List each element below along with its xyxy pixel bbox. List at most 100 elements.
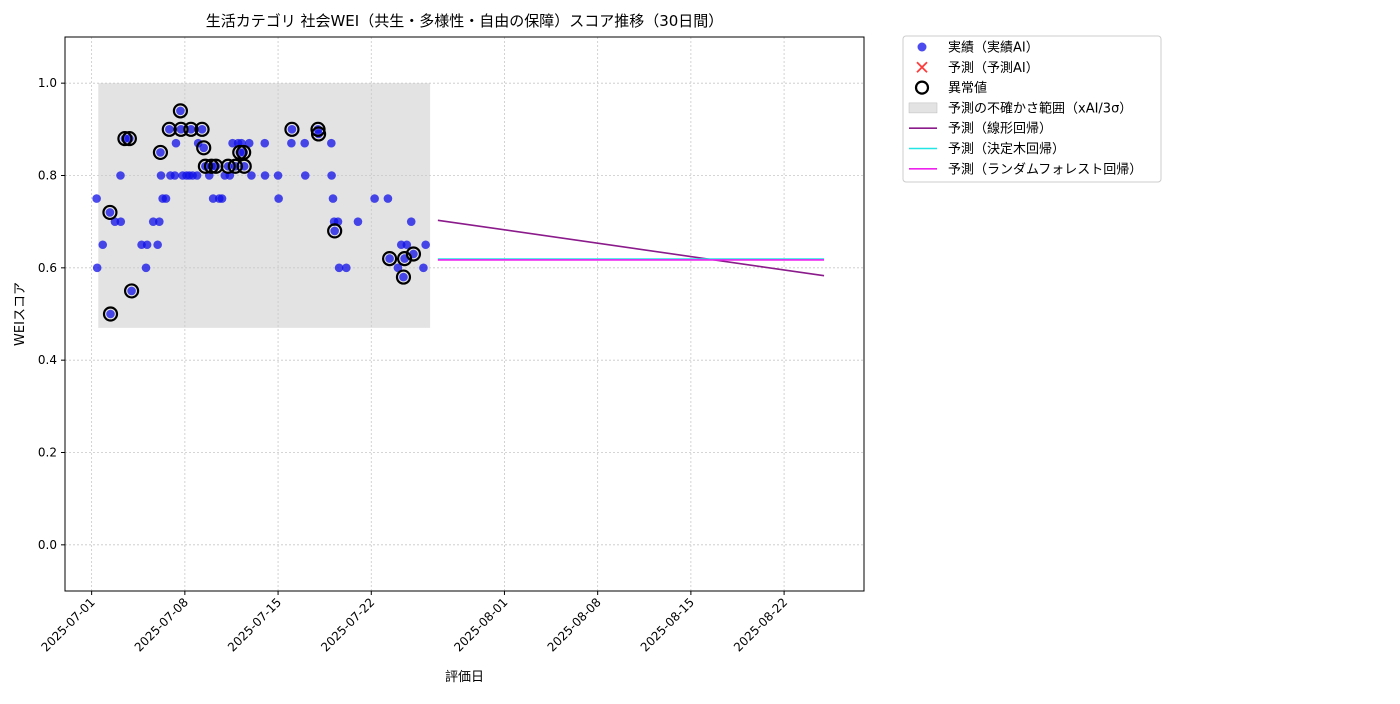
anomaly-marker — [310, 126, 327, 142]
legend-box — [902, 35, 1162, 183]
legend-label: 実績（実績AI） — [948, 40, 1039, 56]
actual-point — [260, 138, 270, 148]
legend-label: 予測（線形回帰） — [948, 121, 1052, 137]
actual-point — [98, 240, 108, 250]
anomaly-marker — [161, 121, 177, 137]
x-tick-label: 2025-07-22 — [318, 595, 377, 654]
actual-point — [156, 171, 166, 180]
actual-point — [116, 217, 126, 226]
actual-point — [353, 217, 363, 226]
x-tick-label: 2025-08-01 — [451, 595, 510, 654]
actual-point — [402, 240, 412, 250]
legend-label: 予測（ランダムフォレスト回帰） — [948, 161, 1142, 177]
actual-point — [92, 263, 102, 273]
actual-point — [106, 309, 115, 319]
anomaly-marker — [405, 246, 422, 262]
x-tick-label: 2025-07-15 — [225, 595, 284, 654]
actual-point — [127, 286, 136, 296]
legend-label: 予測（決定木回帰） — [948, 141, 1065, 157]
actual-point — [247, 171, 256, 180]
x-tick-label: 2025-08-15 — [638, 595, 697, 654]
x-tick-label: 2025-08-08 — [545, 595, 604, 654]
anomaly-marker — [284, 121, 300, 137]
anomaly-marker — [203, 158, 220, 174]
actual-point — [155, 217, 164, 226]
actual-point — [153, 240, 162, 250]
actual-point — [327, 138, 336, 148]
linear-regression-line — [437, 219, 825, 277]
y-tick-label: 0.6 — [38, 261, 57, 275]
actual-point — [274, 194, 283, 203]
anomaly-marker — [102, 306, 119, 322]
x-axis-label: 評価日 — [445, 670, 484, 685]
legend-label: 予測の不確かさ範囲（xAI/3σ） — [948, 100, 1132, 116]
x-tick-label: 2025-08-22 — [731, 595, 790, 654]
anomaly-marker — [197, 158, 213, 174]
anomaly-marker — [396, 251, 413, 267]
actual-point — [161, 194, 171, 203]
actual-point — [370, 194, 379, 203]
actual-point — [165, 125, 174, 134]
actual-point — [419, 263, 428, 273]
actual-point — [385, 254, 394, 263]
legend-anomaly-marker — [914, 80, 930, 95]
anomaly-marker — [236, 158, 252, 174]
chart-title: 生活カテゴリ 社会WEI（共生・多様性・自由の保障）スコア推移（30日間） — [206, 12, 724, 30]
anomaly-marker — [152, 144, 169, 161]
anomaly-marker — [102, 204, 118, 221]
legend-predicted-marker — [916, 61, 928, 73]
legend-label: 異常値 — [948, 80, 987, 96]
y-axis-label: WEIスコア — [13, 282, 28, 346]
anomaly-marker — [196, 140, 212, 156]
actual-point — [208, 194, 218, 203]
anomaly-marker — [117, 130, 133, 147]
anomaly-marker — [121, 130, 137, 147]
legend-actual-marker — [917, 42, 927, 52]
actual-point — [142, 240, 152, 250]
y-tick-label: 0.2 — [38, 446, 57, 460]
actual-point — [334, 263, 344, 273]
x-tick-label: 2025-07-01 — [39, 595, 98, 654]
actual-point — [399, 272, 408, 282]
actual-point — [141, 263, 151, 273]
actual-point — [287, 138, 296, 148]
actual-point — [342, 263, 351, 273]
anomaly-marker — [381, 251, 398, 267]
anomaly-marker — [194, 121, 210, 137]
anomaly-marker — [173, 121, 189, 137]
actual-point — [192, 171, 202, 180]
actual-point — [171, 138, 181, 148]
actual-point — [328, 194, 338, 203]
uncertainty-band — [98, 83, 431, 328]
x-tick-label: 2025-07-08 — [132, 595, 191, 654]
actual-point — [217, 194, 227, 203]
actual-point — [260, 171, 270, 180]
y-tick-label: 1.0 — [38, 76, 57, 90]
actual-point — [199, 143, 209, 153]
actual-point — [148, 217, 158, 226]
actual-point — [92, 194, 101, 203]
actual-point — [330, 226, 339, 236]
legend-band-swatch — [908, 102, 938, 114]
actual-point — [176, 106, 185, 116]
anomaly-marker — [123, 283, 140, 299]
actual-point — [116, 171, 125, 180]
actual-point — [300, 171, 310, 180]
actual-point — [105, 208, 115, 217]
actual-point — [287, 125, 297, 134]
legend-label: 予測（予測AI） — [948, 61, 1039, 76]
y-tick-label: 0.0 — [38, 538, 57, 552]
anomaly-marker — [327, 223, 343, 239]
anomaly-marker — [227, 158, 243, 174]
actual-point — [244, 138, 254, 148]
actual-point — [421, 240, 430, 250]
axes-frame — [64, 36, 865, 592]
anomaly-marker — [183, 121, 199, 137]
anomaly-marker — [172, 103, 189, 119]
anomaly-marker — [395, 269, 412, 285]
actual-point — [186, 125, 196, 134]
actual-point — [273, 171, 283, 180]
actual-point — [170, 171, 180, 180]
